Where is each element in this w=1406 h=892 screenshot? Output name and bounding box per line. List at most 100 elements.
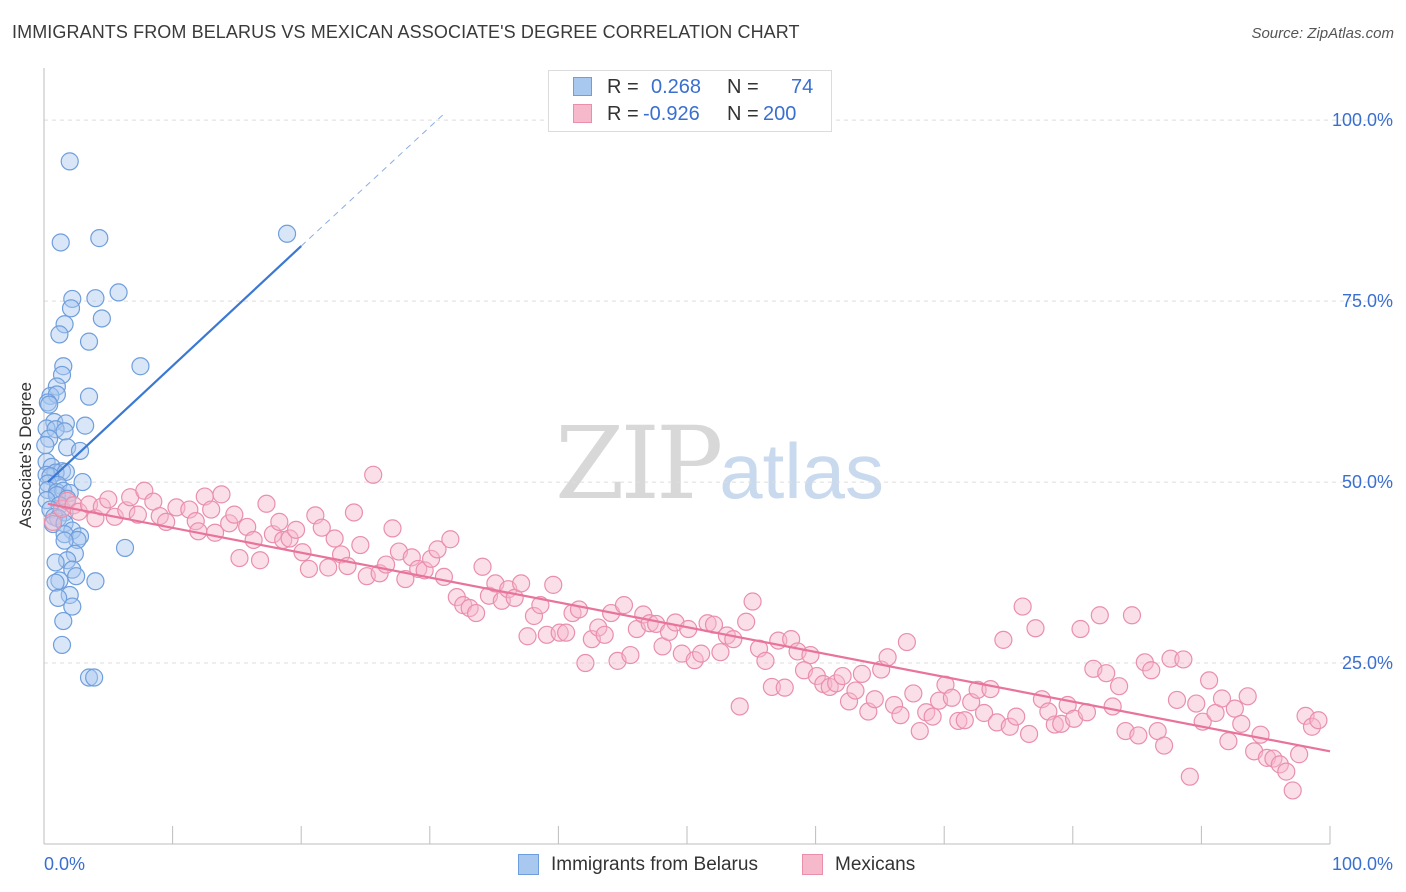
mexicans-point	[524, 606, 544, 626]
belarus-point	[63, 597, 82, 616]
belarus-point	[58, 551, 77, 570]
mexicans-point	[904, 684, 923, 703]
mexicans-point	[1167, 690, 1187, 710]
x-tick-label: 0.0%	[44, 854, 85, 874]
mexicans-point	[230, 548, 249, 568]
mexicans-point	[569, 600, 589, 619]
mexicans-point	[325, 529, 344, 548]
tick-labels: 25.0% 50.0% 75.0% 100.0% 0.0% 100.0%	[44, 110, 1393, 874]
mexicans-point	[518, 627, 537, 646]
mexicans-point	[1045, 715, 1064, 734]
mexicans-point	[421, 549, 441, 568]
legend-label: Mexicans	[835, 854, 916, 875]
mexicans-point	[955, 711, 974, 730]
belarus-point	[86, 572, 105, 591]
mexicans-point	[737, 612, 756, 631]
mexicans-point	[128, 505, 147, 524]
series-legend: Immigrants from Belarus Mexicans	[0, 852, 1406, 878]
y-tick-label: 75.0%	[1342, 291, 1393, 311]
belarus-point	[79, 387, 99, 406]
belarus-point	[40, 395, 59, 414]
mexicans-point	[434, 567, 454, 586]
mexicans-point	[1270, 755, 1289, 774]
mexicans-point	[897, 632, 917, 652]
mexicans-point	[225, 505, 244, 524]
mexicans-series	[43, 465, 1328, 800]
belarus-point	[52, 635, 72, 655]
mexicans-point	[1283, 781, 1302, 800]
mexicans-point	[1187, 694, 1206, 713]
belarus-point	[60, 152, 79, 171]
mexicans-point	[466, 603, 486, 623]
mexicans-point	[1212, 689, 1232, 708]
trend-lines	[47, 114, 1331, 753]
mexicans-point	[286, 520, 306, 539]
belarus-point	[61, 299, 81, 318]
mexicans-point	[884, 695, 904, 715]
mexicans-point	[614, 596, 634, 615]
source-label: Source: ZipAtlas.com	[1251, 25, 1394, 42]
mexicans-point	[1090, 606, 1109, 625]
mexicans-point	[250, 551, 270, 570]
mexicans-point	[621, 645, 640, 665]
mexicans-point	[1142, 661, 1161, 680]
belarus-point	[54, 611, 73, 631]
n-value: 74	[791, 76, 814, 98]
belarus-point	[55, 422, 74, 441]
mexicans-point	[1155, 736, 1174, 755]
belarus-point	[63, 289, 82, 309]
mexicans-point	[1129, 726, 1148, 745]
r-label: R =	[607, 103, 639, 125]
mexicans-point	[827, 674, 846, 693]
x-tick-label: 100.0%	[1332, 854, 1393, 874]
mexicans-point	[692, 644, 711, 663]
mexicans-point	[1302, 717, 1322, 736]
chart-title: IMMIGRANTS FROM BELARUS VS MEXICAN ASSOC…	[12, 22, 800, 42]
mexicans-point	[557, 623, 576, 642]
belarus-point	[49, 588, 68, 607]
mexicans-legend-swatch	[802, 854, 823, 875]
mexicans-point	[981, 679, 1000, 699]
mexicans-point	[1200, 671, 1219, 690]
belarus-point	[115, 538, 135, 558]
belarus-point	[50, 325, 69, 344]
mexicans-point	[344, 503, 364, 522]
mexicans-point	[595, 625, 614, 644]
mexicans-point	[402, 548, 421, 567]
mexicans-point	[550, 623, 569, 642]
mexicans-point	[312, 518, 331, 537]
mexicans-point	[968, 680, 987, 699]
mexicans-point	[1180, 767, 1199, 786]
y-tick-label: 25.0%	[1342, 653, 1393, 673]
belarus-point	[109, 283, 128, 302]
stats-legend: R = 0.268 N = 74 R = -0.926 N = 200	[548, 70, 832, 132]
belarus-point	[60, 585, 79, 605]
mexicans-point	[364, 465, 383, 484]
mexicans-point	[685, 651, 704, 670]
mexicans-point	[396, 569, 415, 589]
mexicans-point	[299, 559, 319, 579]
mexicans-point	[202, 500, 221, 519]
mexicans-point	[1109, 677, 1129, 696]
mexicans-point	[833, 666, 852, 686]
mexicans-point	[212, 485, 231, 504]
belarus-point	[79, 332, 99, 351]
mexicans-point	[949, 711, 968, 731]
mexicans-point	[1161, 649, 1180, 668]
r-label: R =	[607, 76, 639, 98]
mexicans-point	[576, 653, 595, 673]
mexicans-point	[409, 559, 428, 579]
mexicans-point	[1007, 707, 1026, 726]
n-value: 200	[763, 103, 797, 125]
belarus-point	[52, 365, 72, 385]
belarus-series	[36, 152, 297, 687]
belarus-point	[55, 315, 74, 334]
mexicans-point	[544, 575, 563, 594]
mexicans-point	[428, 540, 447, 559]
mexicans-point	[994, 630, 1013, 649]
gridlines	[44, 119, 1394, 664]
mexicans-point	[942, 688, 962, 707]
belarus-point	[90, 229, 109, 248]
mexicans-point	[756, 651, 775, 670]
